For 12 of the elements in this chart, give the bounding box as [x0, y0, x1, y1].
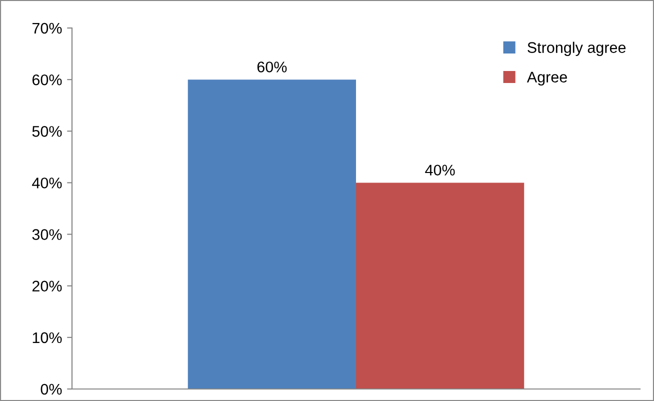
y-tick-label: 60% [32, 74, 62, 86]
y-tick-label: 10% [32, 332, 62, 344]
y-tick-label: 20% [32, 280, 62, 292]
y-tick-label: 70% [32, 22, 62, 34]
data-label: 60% [257, 62, 287, 72]
y-tick-label: 50% [32, 126, 62, 137]
legend-label: Strongly agree [528, 42, 626, 56]
y-tick-label: 0% [40, 384, 62, 395]
y-tick-label: 40% [32, 178, 62, 188]
y-tick-label: 30% [32, 229, 62, 240]
data-label: 40% [425, 164, 455, 176]
legend-label: Agree [526, 72, 567, 86]
